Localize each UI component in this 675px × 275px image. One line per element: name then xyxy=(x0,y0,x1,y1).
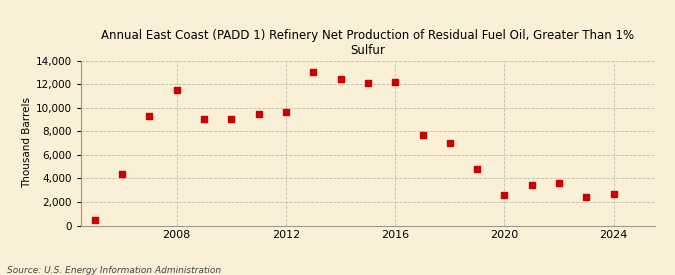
Point xyxy=(226,117,237,122)
Text: Source: U.S. Energy Information Administration: Source: U.S. Energy Information Administ… xyxy=(7,266,221,275)
Point xyxy=(499,193,510,197)
Point xyxy=(362,81,373,85)
Point xyxy=(444,141,455,145)
Point xyxy=(335,77,346,82)
Point xyxy=(253,111,264,116)
Point xyxy=(308,70,319,75)
Point xyxy=(171,88,182,92)
Point xyxy=(389,79,400,84)
Point xyxy=(608,191,619,196)
Point xyxy=(89,218,100,222)
Point xyxy=(198,117,209,122)
Point xyxy=(281,110,292,115)
Point xyxy=(117,171,128,176)
Point xyxy=(144,114,155,118)
Point xyxy=(417,133,428,137)
Point xyxy=(581,195,592,199)
Point xyxy=(526,183,537,188)
Y-axis label: Thousand Barrels: Thousand Barrels xyxy=(22,98,32,188)
Point xyxy=(472,167,483,171)
Point xyxy=(554,181,564,185)
Title: Annual East Coast (PADD 1) Refinery Net Production of Residual Fuel Oil, Greater: Annual East Coast (PADD 1) Refinery Net … xyxy=(101,29,634,57)
